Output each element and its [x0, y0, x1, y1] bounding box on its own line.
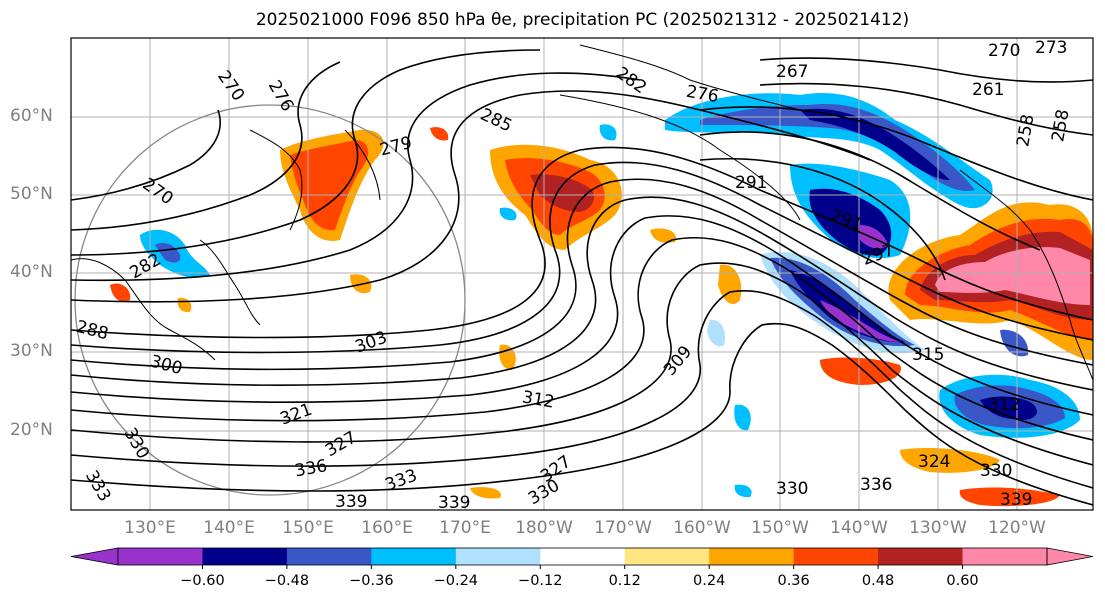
colorbar-tick-label: 0.24 — [693, 573, 726, 589]
contour-label: 321 — [277, 400, 314, 430]
longitude-label: 150°W — [751, 518, 809, 538]
longitude-label: 140°W — [830, 518, 888, 538]
contour-label: 315 — [912, 345, 944, 365]
longitude-label: 180°W — [515, 518, 573, 538]
colorbar — [70, 547, 1094, 569]
colorbar-segment — [371, 548, 457, 565]
longitude-label: 130°E — [124, 518, 176, 538]
contour-label: 309 — [660, 342, 696, 380]
contour-label: 282 — [612, 63, 650, 98]
contour-label: 324 — [918, 452, 950, 472]
coastlines — [71, 44, 1093, 381]
longitude-label: 160°W — [673, 518, 731, 538]
contour-label: 276 — [264, 77, 298, 115]
contour-label: 267 — [776, 62, 808, 82]
contour-label: 339 — [1000, 490, 1032, 510]
contour-label: 258 — [1013, 113, 1038, 148]
contour-label: 339 — [335, 492, 367, 512]
contour-label: 336 — [293, 456, 328, 481]
longitude-label: 130°W — [909, 518, 967, 538]
colorbar-segment — [962, 548, 1048, 565]
colorbar-tick-label: −0.60 — [180, 573, 225, 589]
colorbar-tick-label: 0.12 — [608, 573, 641, 589]
contour-label: 276 — [685, 82, 720, 107]
latitude-label: 30°N — [10, 341, 53, 361]
contour-label: 312 — [988, 395, 1020, 415]
contour-label: 336 — [860, 475, 892, 495]
colorbar-segment — [202, 548, 288, 565]
colorbar-tick-label: 0.48 — [861, 573, 895, 589]
contour-label: 330 — [776, 479, 808, 499]
contour-label: 261 — [972, 80, 1004, 100]
longitude-label: 170°W — [594, 518, 652, 538]
contour-label: 333 — [382, 466, 419, 496]
colorbar-tick-label: −0.36 — [349, 573, 394, 589]
colorbar-extension-low — [70, 547, 119, 566]
contour-label: 339 — [438, 493, 470, 513]
colorbar-tick-label: −0.12 — [518, 573, 563, 589]
colorbar-segment — [455, 548, 541, 565]
contour-label: 285 — [477, 105, 515, 137]
longitude-label: 120°W — [988, 518, 1046, 538]
contour-label: 258 — [1048, 108, 1073, 143]
latitude-label: 50°N — [10, 184, 53, 204]
colorbar-segment — [540, 548, 626, 565]
colorbar-tick-label: 0.36 — [777, 573, 810, 589]
contour-label: 330 — [980, 461, 1012, 481]
latitude-label: 40°N — [10, 262, 53, 282]
colorbar-segment — [878, 548, 964, 565]
colorbar-tick-label: −0.48 — [264, 573, 310, 589]
colorbar-segment — [624, 548, 710, 565]
contour-label: 270 — [988, 41, 1020, 61]
map-frame — [70, 37, 1094, 511]
latitude-label: 20°N — [10, 420, 53, 440]
contour-label: 291 — [735, 173, 767, 193]
colorbar-segment — [793, 548, 879, 565]
longitude-label: 160°E — [361, 518, 413, 538]
colorbar-segment — [118, 548, 203, 565]
theta-e-contours — [71, 49, 1093, 506]
colorbar-tick-label: 0.60 — [946, 573, 979, 589]
contour-label: 300 — [148, 351, 185, 379]
colorbar-extension-high — [1046, 547, 1094, 566]
contour-label: 327 — [322, 428, 360, 462]
longitude-label: 140°E — [203, 518, 255, 538]
contour-label: 333 — [81, 467, 115, 505]
contour-label: 312 — [521, 387, 556, 412]
latitude-label: 60°N — [10, 106, 53, 126]
colorbar-tick-label: −0.24 — [433, 573, 479, 589]
contour-label: 270 — [213, 67, 248, 105]
map-title: 2025021000 F096 850 hPa θe, precipitatio… — [255, 10, 910, 30]
longitude-label: 150°E — [282, 518, 334, 538]
contour-label: 273 — [1035, 38, 1067, 58]
longitude-label: 170°E — [439, 518, 491, 538]
contour-label: 270 — [139, 174, 177, 209]
colorbar-segment — [286, 548, 372, 565]
contour-label: 303 — [352, 328, 389, 358]
colorbar-segment — [709, 548, 795, 565]
